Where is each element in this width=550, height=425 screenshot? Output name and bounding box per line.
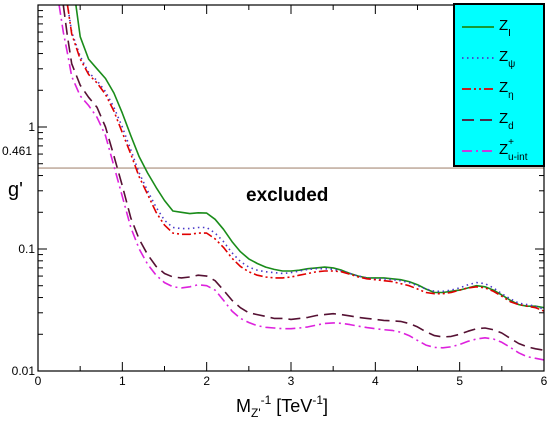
y-tick-label: 0.01	[12, 364, 36, 378]
legend-label: Zψ	[499, 48, 515, 70]
y-tick-label: 1	[28, 120, 35, 134]
series-line-z_eta	[66, 5, 544, 312]
series-group	[58, 5, 544, 361]
y-tick-label: 0.1	[18, 242, 35, 256]
x-tick-label: 6	[541, 374, 548, 388]
tick-labels: 0 1 2 3 4 5 6 0.01 0.1 1	[12, 120, 548, 388]
x-tick-label: 1	[119, 374, 126, 388]
x-tick-label: 3	[288, 374, 295, 388]
excluded-annotation: excluded	[246, 185, 328, 206]
series-line-z_u-int	[58, 5, 544, 361]
x-tick-label: 0	[35, 374, 42, 388]
legend-label: Z+ u-int	[499, 137, 528, 163]
x-tick-label: 2	[203, 374, 210, 388]
x-tick-label: 4	[372, 374, 379, 388]
x-tick-label: 5	[456, 374, 463, 388]
legend-label: Zd	[499, 110, 514, 132]
legend-label: Zη	[499, 79, 514, 101]
legend: ZI Zψ Zη Zd Z+ u-int	[453, 3, 545, 167]
x-axis-label: MZ'-1 [TeV-1]	[236, 393, 328, 420]
series-line-z_d	[62, 5, 544, 351]
legend-box	[453, 3, 545, 167]
legend-label: ZI	[499, 17, 511, 39]
plot-frame	[37, 4, 545, 372]
svg-text:MZ'-1 [TeV-1]: MZ'-1 [TeV-1]	[236, 393, 328, 420]
y-axis-label: g'	[8, 179, 23, 201]
ref-line-label: 0.461	[2, 144, 32, 158]
